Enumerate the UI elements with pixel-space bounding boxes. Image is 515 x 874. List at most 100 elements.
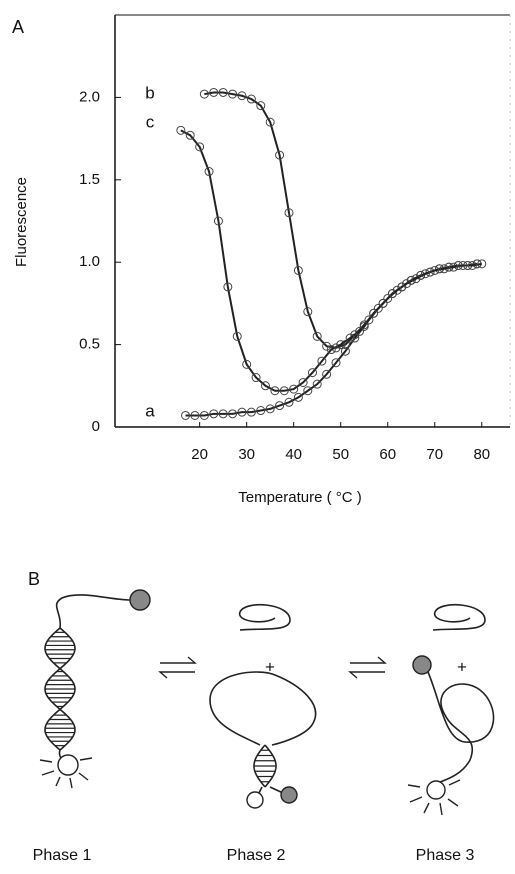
fit-line	[185, 262, 478, 417]
data-point	[298, 378, 308, 388]
data-point	[350, 330, 360, 340]
data-point	[218, 87, 228, 97]
y-tick-label: 1.0	[79, 253, 100, 270]
data-point	[439, 264, 449, 274]
data-point	[260, 381, 270, 391]
data-point	[181, 410, 191, 420]
data-point	[378, 298, 388, 308]
data-point	[458, 260, 468, 270]
fluorophore	[426, 780, 446, 800]
data-point	[340, 346, 350, 356]
coil	[432, 604, 486, 631]
strand	[55, 594, 131, 629]
quencher	[280, 786, 298, 804]
data-point	[289, 384, 299, 394]
data-point	[228, 409, 238, 419]
y-tick-label: 2.0	[79, 88, 100, 105]
data-point	[420, 269, 430, 279]
data-point	[204, 167, 214, 177]
fit-line	[204, 91, 478, 349]
data-point	[246, 94, 256, 104]
loop	[427, 671, 495, 783]
data-point	[392, 285, 402, 295]
data-point	[406, 275, 416, 285]
data-point	[232, 331, 242, 341]
data-point	[199, 89, 209, 99]
data-point	[303, 386, 313, 396]
data-point	[228, 89, 238, 99]
fluorophore	[246, 791, 264, 809]
data-point	[359, 320, 369, 330]
data-point	[331, 358, 341, 368]
panel-label: B	[28, 569, 40, 589]
data-point	[397, 282, 407, 292]
data-point	[279, 386, 289, 396]
data-point	[331, 343, 341, 353]
curve-label: a	[145, 401, 155, 420]
data-point	[218, 409, 228, 419]
panel-label: A	[12, 17, 24, 37]
x-tick-label: 40	[285, 446, 302, 463]
data-point	[402, 279, 412, 289]
data-point	[383, 293, 393, 303]
data-point	[242, 359, 252, 369]
data-point	[387, 289, 397, 299]
y-tick-label: 0	[92, 418, 100, 435]
data-point	[213, 216, 223, 226]
data-point	[275, 401, 285, 411]
data-point	[256, 406, 266, 416]
data-point	[195, 142, 205, 152]
data-point	[265, 117, 275, 127]
data-point	[275, 150, 285, 160]
data-point	[322, 341, 332, 351]
x-tick-label: 60	[379, 446, 396, 463]
data-point	[449, 262, 459, 272]
data-point	[293, 265, 303, 275]
data-point	[326, 345, 336, 355]
data-point	[477, 259, 487, 269]
data-point	[209, 409, 219, 419]
phase-label: Phase 1	[33, 847, 92, 864]
x-tick-label: 70	[426, 446, 443, 463]
data-point	[246, 407, 256, 417]
fit-line	[180, 129, 482, 392]
coil	[239, 604, 291, 631]
strand	[269, 786, 284, 794]
data-point	[265, 404, 275, 414]
fluorophore	[57, 754, 79, 776]
glow-rays	[39, 757, 93, 789]
data-point	[336, 340, 346, 350]
loop	[209, 671, 317, 746]
phase-label: Phase 2	[227, 847, 286, 864]
data-point	[308, 368, 317, 378]
data-point	[176, 125, 186, 135]
x-tick-label: 80	[473, 446, 490, 463]
plus-sign: +	[457, 657, 467, 676]
data-point	[312, 379, 322, 389]
data-point	[416, 270, 426, 280]
data-point	[199, 410, 209, 420]
y-tick-label: 1.5	[79, 171, 100, 188]
data-point	[364, 315, 374, 325]
data-point	[317, 356, 327, 366]
y-axis-label: Fluorescence	[13, 177, 30, 267]
data-point	[256, 101, 266, 111]
quencher	[412, 655, 432, 675]
x-tick-label: 20	[191, 446, 208, 463]
data-point	[284, 397, 294, 407]
data-point	[270, 386, 280, 396]
data-point	[251, 373, 261, 383]
data-point	[467, 260, 477, 270]
data-point	[303, 307, 313, 317]
data-point	[369, 308, 379, 318]
glow-rays	[407, 779, 461, 816]
phase-label: Phase 3	[416, 847, 475, 864]
data-point	[345, 333, 355, 343]
y-tick-label: 0.5	[79, 336, 100, 353]
x-tick-label: 50	[332, 446, 349, 463]
data-point	[237, 91, 247, 101]
data-point	[209, 87, 219, 97]
x-tick-label: 30	[238, 446, 255, 463]
